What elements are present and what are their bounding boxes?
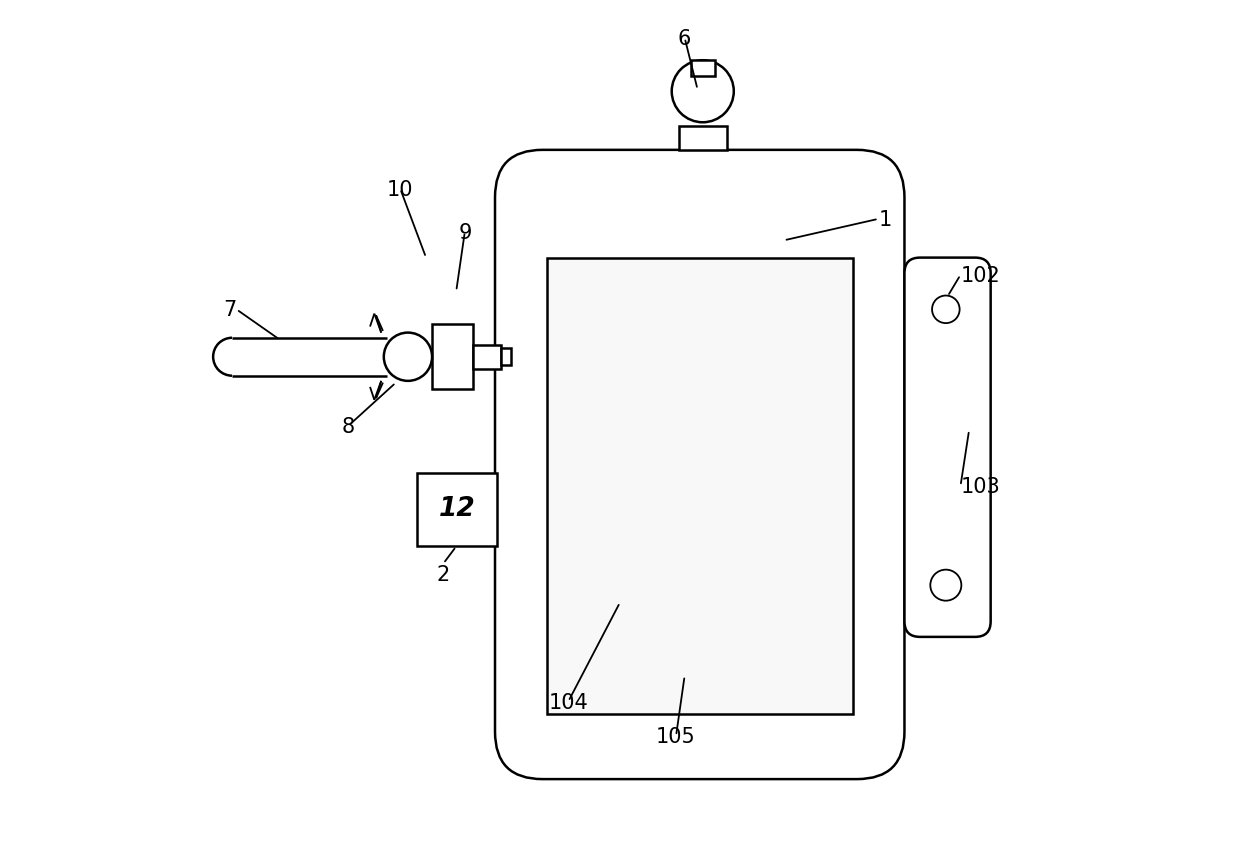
Text: 10: 10 [387, 179, 413, 200]
Bar [474, 345, 501, 369]
Text: 6: 6 [678, 28, 692, 49]
FancyBboxPatch shape [904, 258, 991, 637]
FancyBboxPatch shape [495, 151, 904, 779]
Bar [691, 61, 714, 77]
Ellipse shape [672, 61, 734, 123]
Text: 105: 105 [656, 726, 696, 746]
Circle shape [932, 296, 960, 324]
Bar [432, 325, 474, 390]
Text: 102: 102 [961, 265, 1001, 286]
Text: 8: 8 [342, 416, 355, 437]
Text: 7: 7 [223, 300, 237, 320]
Circle shape [930, 570, 961, 601]
Bar [418, 474, 497, 547]
Bar [678, 127, 727, 151]
Text: 103: 103 [961, 476, 1001, 497]
Circle shape [384, 333, 432, 381]
Text: 9: 9 [458, 222, 471, 243]
Bar [547, 258, 853, 715]
Text: 12: 12 [439, 496, 475, 522]
Bar [501, 349, 511, 366]
Text: 2: 2 [436, 564, 450, 584]
Text: 1: 1 [879, 209, 892, 230]
Text: 104: 104 [548, 691, 588, 712]
